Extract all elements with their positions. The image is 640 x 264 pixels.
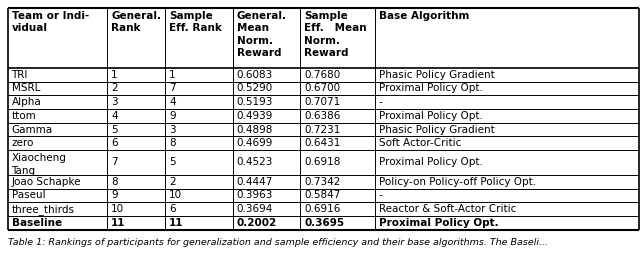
Text: Paseul: Paseul (12, 190, 45, 200)
Text: Phasic Policy Gradient: Phasic Policy Gradient (379, 125, 495, 135)
Text: Proximal Policy Opt.: Proximal Policy Opt. (379, 83, 483, 93)
Text: 0.6916: 0.6916 (305, 204, 340, 214)
Text: 6: 6 (169, 204, 176, 214)
Text: Alpha: Alpha (12, 97, 41, 107)
Text: Team or Indi-
vidual: Team or Indi- vidual (12, 11, 89, 34)
Text: 0.5290: 0.5290 (237, 83, 273, 93)
Text: 10: 10 (169, 190, 182, 200)
Text: 5: 5 (169, 157, 176, 167)
Text: 4: 4 (169, 97, 176, 107)
Text: Joao Schapke: Joao Schapke (12, 177, 81, 187)
Text: 0.3695: 0.3695 (305, 218, 344, 228)
Text: 9: 9 (169, 111, 176, 121)
Text: Proximal Policy Opt.: Proximal Policy Opt. (379, 218, 499, 228)
Text: 7: 7 (111, 157, 118, 167)
Text: 0.6431: 0.6431 (305, 138, 340, 148)
Text: 10: 10 (111, 204, 124, 214)
Text: 0.4447: 0.4447 (237, 177, 273, 187)
Text: Sample
Eff. Rank: Sample Eff. Rank (169, 11, 222, 34)
Text: Table 1: Rankings of participants for generalization and sample efficiency and t: Table 1: Rankings of participants for ge… (8, 238, 548, 247)
Text: General.
Mean
Norm.
Reward: General. Mean Norm. Reward (237, 11, 287, 58)
Text: 0.6386: 0.6386 (305, 111, 340, 121)
Text: Proximal Policy Opt.: Proximal Policy Opt. (379, 157, 483, 167)
Text: 0.4699: 0.4699 (237, 138, 273, 148)
Text: 0.2002: 0.2002 (237, 218, 277, 228)
Text: 3: 3 (169, 125, 176, 135)
Text: Base Algorithm: Base Algorithm (379, 11, 469, 21)
Text: 1: 1 (111, 70, 118, 80)
Text: MSRL: MSRL (12, 83, 40, 93)
Text: three_thirds: three_thirds (12, 204, 74, 215)
Text: -: - (379, 97, 383, 107)
Text: 0.7342: 0.7342 (305, 177, 340, 187)
Text: Xiaocheng
Tang: Xiaocheng Tang (12, 153, 67, 176)
Text: 0.3963: 0.3963 (237, 190, 273, 200)
Text: 2: 2 (111, 83, 118, 93)
Text: 1: 1 (169, 70, 176, 80)
Text: 0.7680: 0.7680 (305, 70, 340, 80)
Text: TRI: TRI (12, 70, 28, 80)
Text: Proximal Policy Opt.: Proximal Policy Opt. (379, 111, 483, 121)
Text: 0.5193: 0.5193 (237, 97, 273, 107)
Text: 4: 4 (111, 111, 118, 121)
Text: 0.4939: 0.4939 (237, 111, 273, 121)
Text: 0.4898: 0.4898 (237, 125, 273, 135)
Text: 0.7231: 0.7231 (305, 125, 340, 135)
Text: ttom: ttom (12, 111, 36, 121)
Text: 3: 3 (111, 97, 118, 107)
Text: 0.3694: 0.3694 (237, 204, 273, 214)
Text: 2: 2 (169, 177, 176, 187)
Text: 8: 8 (169, 138, 176, 148)
Text: General.
Rank: General. Rank (111, 11, 161, 34)
Text: 11: 11 (169, 218, 184, 228)
Text: 5: 5 (111, 125, 118, 135)
Text: 0.6083: 0.6083 (237, 70, 273, 80)
Text: 0.7071: 0.7071 (305, 97, 340, 107)
Text: Policy-on Policy-off Policy Opt.: Policy-on Policy-off Policy Opt. (379, 177, 536, 187)
Text: 0.6700: 0.6700 (305, 83, 340, 93)
Text: 0.5847: 0.5847 (305, 190, 340, 200)
Text: Sample
Eff.   Mean
Norm.
Reward: Sample Eff. Mean Norm. Reward (305, 11, 367, 58)
Text: 7: 7 (169, 83, 176, 93)
Text: Baseline: Baseline (12, 218, 61, 228)
Text: 0.6918: 0.6918 (305, 157, 340, 167)
Text: Phasic Policy Gradient: Phasic Policy Gradient (379, 70, 495, 80)
Text: 9: 9 (111, 190, 118, 200)
Text: 6: 6 (111, 138, 118, 148)
Text: 8: 8 (111, 177, 118, 187)
Text: Gamma: Gamma (12, 125, 52, 135)
Text: 0.4523: 0.4523 (237, 157, 273, 167)
Text: zero: zero (12, 138, 34, 148)
Text: Soft Actor-Critic: Soft Actor-Critic (379, 138, 461, 148)
Text: Reactor & Soft-Actor Critic: Reactor & Soft-Actor Critic (379, 204, 516, 214)
Text: -: - (379, 190, 383, 200)
Text: 11: 11 (111, 218, 125, 228)
